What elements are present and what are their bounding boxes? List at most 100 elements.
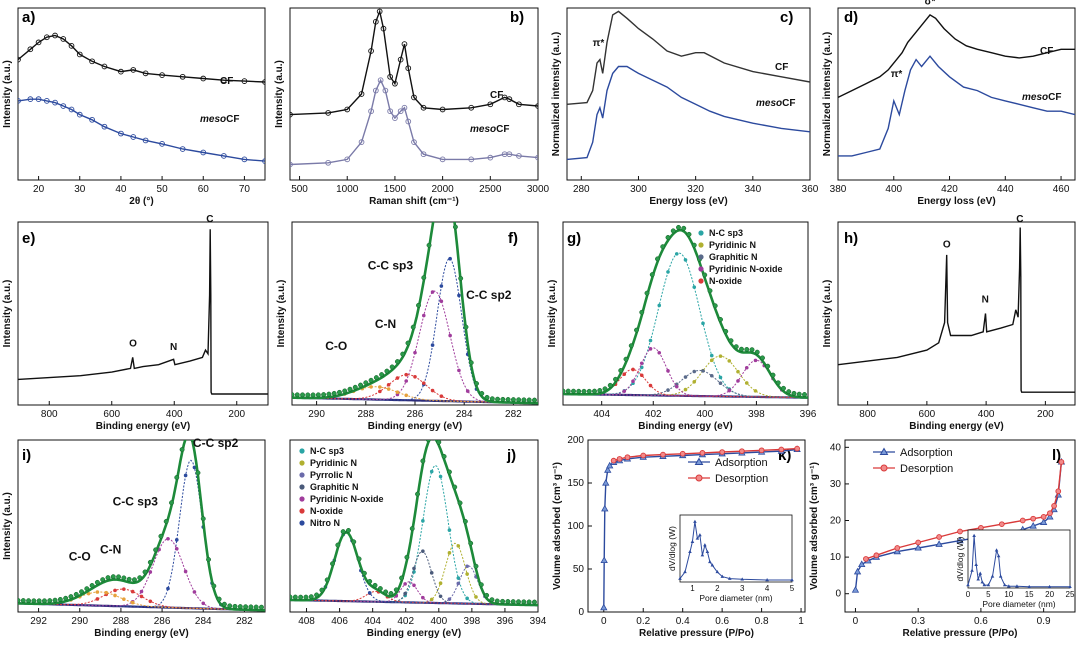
raw-data-point bbox=[796, 391, 802, 397]
series-label: CF bbox=[775, 62, 788, 73]
raw-data-point bbox=[733, 344, 739, 350]
inset-point bbox=[703, 543, 707, 547]
legend-marker bbox=[879, 447, 889, 455]
x-tick-label: 288 bbox=[113, 616, 130, 627]
raw-data-point bbox=[47, 598, 53, 604]
x-tick-label: 400 bbox=[166, 409, 183, 420]
y-axis-label: Normalized intensity (a.u.) bbox=[551, 32, 562, 156]
y-axis-label: Intensity (a.u.) bbox=[276, 280, 287, 348]
envelope-line bbox=[563, 228, 808, 399]
data-point bbox=[392, 115, 398, 121]
component-point bbox=[465, 564, 469, 569]
x-tick-label: 380 bbox=[830, 184, 847, 195]
series-line-adsorption bbox=[603, 448, 798, 608]
annotation: σ* bbox=[925, 0, 936, 8]
raw-data-point bbox=[802, 392, 807, 397]
annotation: π* bbox=[891, 69, 903, 80]
component-point bbox=[631, 379, 635, 384]
component-point bbox=[438, 594, 443, 599]
raw-data-point bbox=[42, 598, 47, 604]
series-label: mesoCF bbox=[756, 98, 795, 109]
component-point bbox=[709, 373, 714, 378]
data-point bbox=[18, 98, 21, 104]
raw-data-point bbox=[436, 440, 442, 445]
data-point bbox=[624, 454, 631, 461]
data-point bbox=[915, 539, 922, 546]
plot-area bbox=[18, 229, 268, 395]
raw-data-point bbox=[389, 364, 395, 370]
data-point bbox=[516, 101, 522, 108]
panel-h: 800 600 400 200 Binding energy (eV) Intensity… bbox=[822, 214, 1076, 432]
x-tick-label: 1 bbox=[798, 616, 804, 627]
inset-point bbox=[1068, 584, 1072, 589]
y-tick-label: 100 bbox=[567, 521, 584, 532]
y-tick-label: 200 bbox=[567, 435, 584, 446]
raw-data-point bbox=[474, 381, 479, 386]
legend-marker bbox=[698, 266, 704, 272]
data-point bbox=[1046, 512, 1054, 520]
raw-data-point bbox=[18, 597, 21, 603]
component-point bbox=[639, 373, 644, 378]
x-tick-label: 500 bbox=[291, 184, 308, 195]
raw-data-point bbox=[510, 599, 516, 605]
y-axis-label: Volume adsorbed (cm³ g⁻¹) bbox=[809, 462, 820, 590]
legend-marker bbox=[698, 278, 704, 284]
plot-frame bbox=[17, 221, 269, 406]
data-point bbox=[372, 87, 379, 94]
x-tick-label: 1500 bbox=[384, 184, 407, 195]
raw-data-point bbox=[259, 604, 264, 610]
x-axis-label: Binding energy (eV) bbox=[368, 421, 462, 432]
inset-point bbox=[708, 559, 712, 564]
data-point bbox=[52, 99, 58, 106]
raw-data-point bbox=[336, 389, 342, 395]
component-point bbox=[404, 372, 409, 377]
x-tick-label: 0.9 bbox=[1037, 616, 1051, 627]
raw-data-point bbox=[420, 458, 426, 464]
x-tick-label: 800 bbox=[41, 409, 58, 420]
inset-x-tick-label: 2 bbox=[715, 584, 720, 593]
component-point bbox=[456, 576, 461, 580]
raw-data-point bbox=[571, 388, 576, 394]
raw-data-point bbox=[457, 500, 463, 506]
component-point bbox=[727, 388, 732, 393]
legend-marker bbox=[299, 508, 305, 514]
data-point bbox=[344, 106, 351, 113]
inset-point bbox=[715, 569, 720, 574]
annotation: C-N bbox=[100, 543, 121, 557]
x-tick-label: 440 bbox=[997, 184, 1014, 195]
raw-data-point bbox=[473, 563, 479, 569]
component-point bbox=[429, 469, 434, 474]
legend-entry: Pyridinic N bbox=[709, 240, 756, 250]
x-tick-label: 396 bbox=[800, 409, 817, 420]
raw-data-point bbox=[441, 453, 447, 459]
raw-data-point bbox=[379, 372, 385, 378]
raw-data-point bbox=[394, 359, 400, 365]
x-tick-label: 288 bbox=[357, 409, 374, 420]
component-point bbox=[465, 572, 469, 576]
raw-data-point bbox=[383, 589, 389, 595]
raw-data-point bbox=[500, 598, 506, 604]
x-tick-label: 0.6 bbox=[974, 616, 988, 627]
raw-data-point bbox=[644, 290, 650, 296]
y-axis-label: Intensity (a.u.) bbox=[547, 280, 558, 348]
data-point bbox=[179, 146, 186, 152]
inset-point bbox=[978, 571, 983, 575]
raw-data-point bbox=[79, 589, 84, 595]
raw-data-point bbox=[565, 388, 571, 394]
data-point bbox=[372, 18, 379, 25]
data-point bbox=[358, 139, 365, 146]
series-line-cf bbox=[838, 13, 1075, 99]
data-point bbox=[290, 161, 293, 168]
series-label: mesoCF bbox=[470, 124, 509, 135]
y-axis-label: Intensity (a.u.) bbox=[2, 60, 13, 128]
legend-marker bbox=[299, 520, 305, 526]
component-point bbox=[404, 379, 409, 383]
envelope-line bbox=[18, 440, 265, 612]
plot-frame bbox=[837, 221, 1076, 406]
raw-data-point bbox=[321, 392, 327, 398]
component-point bbox=[122, 597, 126, 601]
plot-frame bbox=[562, 221, 809, 406]
series-line-survey bbox=[18, 229, 268, 395]
component-point bbox=[457, 368, 461, 373]
y-axis-label: Normalized intensity (a.u.) bbox=[822, 32, 833, 156]
